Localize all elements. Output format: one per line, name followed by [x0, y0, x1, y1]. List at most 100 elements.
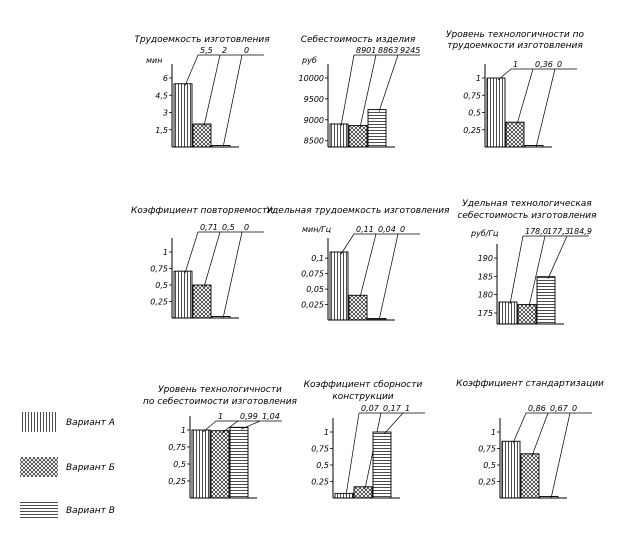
bar-3: [229, 426, 249, 499]
bar-1: [329, 123, 349, 148]
bar-1: [329, 251, 349, 321]
y-axis-unit: мин: [146, 56, 162, 65]
tick-label: 0,75: [168, 443, 186, 452]
tick-label: 0,25: [311, 478, 329, 487]
chart-4: Коэффициент повторяемости 1 0,75 0,5 0,25 0,7…: [131, 206, 273, 319]
data-label: 9245: [400, 46, 420, 55]
bar-1: [173, 83, 193, 148]
tick-label: 175: [478, 309, 493, 318]
tick-label: 4,5: [155, 91, 168, 100]
bar-2: [192, 284, 212, 319]
leader-line: [340, 54, 355, 127]
data-label: 1,04: [262, 412, 280, 421]
leader-line: [240, 420, 261, 430]
data-label: 5,5: [200, 46, 213, 55]
bar-3: [372, 431, 392, 499]
data-label: 1: [513, 60, 518, 69]
bar-1: [498, 301, 518, 325]
chart-2: Себестоимость изделия руб 10000 9500 9000 850…: [299, 35, 420, 148]
legend-label: Вариант А: [66, 418, 115, 428]
chart-title: Трудоемкость изготовления: [134, 35, 270, 45]
tick-label: 6: [163, 74, 168, 83]
leader-line: [345, 412, 360, 496]
leader-line: [222, 231, 243, 319]
tick-label: 8500: [304, 137, 324, 146]
leader-line: [550, 412, 571, 499]
data-label: 0: [400, 225, 405, 234]
leader-line: [531, 412, 549, 456]
chart-title: по себестоимости изготовления: [143, 397, 298, 407]
legend-label: Вариант В: [66, 506, 115, 516]
chart-6: Удельная технологическая себестоимость из…: [457, 199, 597, 325]
bar-2: [505, 121, 525, 148]
chart-title: конструкции: [332, 392, 393, 402]
bar-3: [536, 276, 556, 325]
chart-title: Коэффициент стандартизации: [456, 379, 604, 389]
tick-label: 0,75: [478, 445, 496, 454]
leader-line: [497, 68, 512, 81]
leader-line: [340, 233, 355, 255]
tick-label: 1: [181, 426, 186, 435]
chart-title: Коэффициент сборности: [304, 380, 423, 390]
leader-line: [203, 231, 221, 288]
data-label: 0,07: [361, 404, 380, 413]
data-label: 0,99: [240, 412, 258, 421]
data-label: 0,11: [356, 225, 374, 234]
data-label: 0: [244, 223, 249, 232]
leader-line: [203, 54, 221, 127]
bar-1: [334, 492, 354, 499]
tick-label: 10000: [299, 74, 324, 83]
bar-2: [348, 294, 368, 321]
tick-label: 0,5: [173, 460, 186, 469]
leader-line: [202, 420, 217, 433]
chart-title: Удельная трудоемкость изготовления: [267, 206, 451, 216]
tick-label: 0,5: [155, 281, 168, 290]
tick-label: 3: [163, 109, 168, 118]
leader-line: [222, 54, 243, 148]
bar-1: [501, 440, 521, 499]
chart-8: Коэффициент сборности конструкции 1 0,75 0,5…: [304, 380, 425, 499]
leader-line: [184, 231, 199, 274]
tick-label: 0,75: [150, 265, 168, 274]
tick-label: 180: [478, 291, 493, 300]
legend-swatch: [20, 412, 58, 432]
tick-label: 1: [324, 428, 329, 437]
legend-swatch: [20, 457, 58, 477]
tick-label: 0,5: [483, 461, 496, 470]
bar-1: [173, 270, 193, 319]
y-axis-unit: руб: [301, 56, 317, 65]
bar-2: [210, 430, 230, 499]
chart-title: Удельная технологическая: [462, 199, 592, 209]
data-label: 0: [244, 46, 249, 55]
legend: Вариант А Вариант Б Вариант В: [20, 412, 115, 520]
leader-line: [378, 233, 399, 321]
tick-label: 0,05: [306, 285, 324, 294]
legend-item-1: Вариант А: [20, 412, 115, 432]
data-label: 184,9: [569, 227, 592, 236]
chart-title: трудоемкости изготовления: [447, 41, 583, 51]
chart-title: Уровень технологичности: [158, 385, 282, 395]
tick-label: 1: [476, 74, 481, 83]
tick-label: 1: [491, 428, 496, 437]
data-label: 0: [572, 404, 577, 413]
chart-title: Себестоимость изделия: [301, 35, 416, 45]
bar-1: [486, 77, 506, 148]
leader-line: [516, 68, 534, 125]
tick-label: 1: [163, 248, 168, 257]
data-label: 8901: [356, 46, 376, 55]
bar-2: [517, 304, 537, 325]
data-label: 1: [405, 404, 410, 413]
tick-label: 0,075: [301, 270, 324, 279]
bar-2: [520, 453, 540, 499]
tick-label: 0,25: [150, 298, 168, 307]
tick-label: 190: [478, 254, 493, 263]
leader-line: [512, 412, 527, 444]
tick-label: 0,5: [468, 109, 481, 118]
tick-label: 0,5: [316, 461, 329, 470]
y-axis-unit: руб/Гц: [470, 229, 499, 238]
legend-label: Вариант Б: [66, 463, 115, 473]
data-label: 0,71: [200, 223, 218, 232]
